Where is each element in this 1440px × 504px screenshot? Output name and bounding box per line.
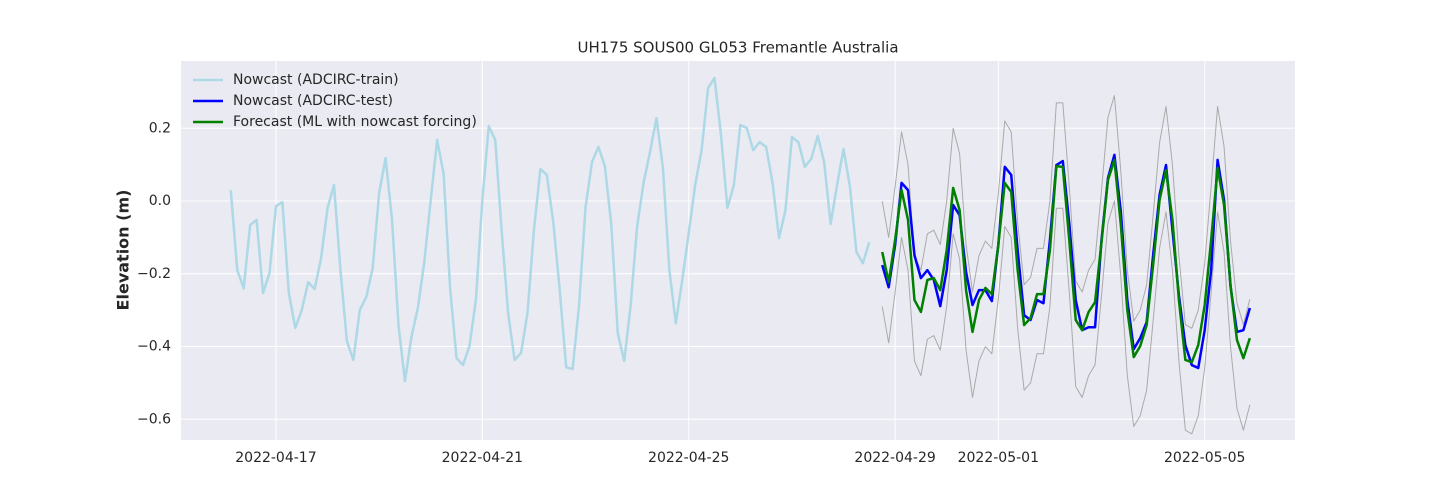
legend-label: Nowcast (ADCIRC-train) <box>233 72 399 88</box>
y-tick-label: −0.2 <box>137 266 171 282</box>
y-tick-label: 0.0 <box>149 193 171 209</box>
y-tick-label: −0.6 <box>137 411 171 427</box>
x-tick-label: 2022-04-17 <box>235 450 316 466</box>
line-series <box>880 158 1252 364</box>
legend-label: Forecast (ML with nowcast forcing) <box>233 114 477 130</box>
y-tick-label: 0.2 <box>149 120 171 136</box>
plot-area <box>181 61 1295 440</box>
x-tick-label: 2022-05-05 <box>1164 450 1245 466</box>
line-series <box>229 76 871 383</box>
chart-title: UH175 SOUS00 GL053 Fremantle Australia <box>577 39 898 57</box>
x-tick-label: 2022-04-29 <box>854 450 935 466</box>
x-tick-label: 2022-04-21 <box>442 450 523 466</box>
line-series <box>881 200 1251 435</box>
x-tick-label: 2022-05-01 <box>958 450 1039 466</box>
y-axis-label: Elevation (m) <box>114 190 133 311</box>
line-series <box>881 95 1251 329</box>
legend-label: Nowcast (ADCIRC-test) <box>233 93 393 109</box>
y-tick-label: −0.4 <box>137 339 171 355</box>
x-tick-label: 2022-04-25 <box>648 450 729 466</box>
